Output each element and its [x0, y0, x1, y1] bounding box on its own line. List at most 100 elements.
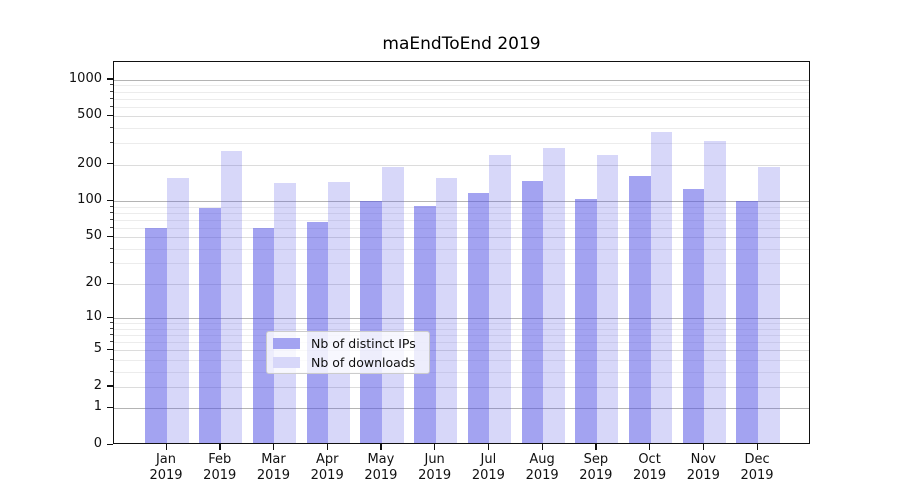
gridline-major — [114, 318, 809, 320]
y-tick-mark — [107, 406, 113, 409]
y-tick-mark — [107, 282, 113, 284]
y-minor-tick-mark — [109, 97, 113, 99]
x-tick-mark — [487, 444, 490, 450]
y-tick-label: 5 — [93, 341, 102, 357]
x-tick-label: Sep 2019 — [579, 452, 613, 483]
x-tick-label: Dec 2019 — [740, 452, 774, 483]
bar-downloads — [220, 150, 243, 443]
y-tick-mark — [107, 235, 113, 237]
y-tick-mark — [107, 348, 113, 351]
bar-distinct-ips — [628, 176, 651, 443]
gridline-major — [114, 350, 809, 352]
gridline-minor — [114, 248, 809, 250]
y-tick-label: 0 — [93, 436, 102, 451]
gridline-major — [114, 79, 809, 81]
bar-downloads — [596, 154, 619, 443]
legend-item-distinct-ips: Nb of distinct IPs — [273, 336, 421, 351]
y-tick-label: 200 — [77, 155, 102, 171]
gridline-major — [114, 386, 809, 388]
x-tick-mark — [434, 444, 436, 450]
x-tick-mark — [326, 444, 328, 450]
bar-distinct-ips — [199, 207, 221, 443]
x-tick-label: Oct 2019 — [633, 452, 667, 483]
bar-downloads — [704, 141, 726, 443]
gridline-minor — [114, 98, 809, 100]
gridline-major — [114, 164, 809, 166]
y-minor-tick-mark — [109, 262, 113, 264]
y-minor-tick-mark — [109, 247, 113, 249]
x-tick-mark — [219, 444, 221, 450]
x-tick-label: Jun 2019 — [418, 452, 452, 483]
gridline-minor — [114, 227, 809, 229]
y-tick-mark — [107, 199, 113, 201]
gridline-minor — [114, 371, 809, 373]
x-tick-label: Feb 2019 — [203, 452, 237, 483]
grid-layer — [114, 62, 809, 443]
bar-downloads — [650, 132, 673, 443]
gridline-major — [114, 284, 809, 286]
x-tick-mark — [541, 444, 543, 450]
y-minor-tick-mark — [109, 327, 113, 329]
bar-distinct-ips — [145, 228, 167, 443]
y-minor-tick-mark — [109, 211, 113, 213]
y-tick-mark — [107, 114, 113, 117]
y-minor-tick-mark — [109, 105, 113, 107]
bar-layer — [114, 62, 809, 443]
x-tick-mark — [165, 444, 167, 450]
gridline-minor — [114, 143, 809, 145]
legend-swatch-distinct-ips — [273, 337, 300, 349]
bar-distinct-ips — [467, 193, 490, 443]
bar-downloads — [381, 167, 404, 443]
legend-label-downloads: Nb of downloads — [311, 354, 416, 370]
y-tick-mark — [107, 163, 113, 165]
bar-distinct-ips — [736, 200, 759, 443]
bar-distinct-ips — [252, 228, 275, 443]
x-tick-label: Mar 2019 — [256, 452, 290, 483]
gridline-minor — [114, 359, 809, 361]
y-minor-tick-mark — [109, 226, 113, 228]
y-minor-tick-mark — [109, 205, 113, 207]
y-tick-label: 1 — [93, 399, 102, 415]
y-minor-tick-mark — [109, 358, 113, 360]
gridline-minor — [114, 323, 809, 325]
y-tick-label: 1000 — [68, 70, 102, 86]
bar-downloads — [435, 177, 458, 443]
gridline-minor — [114, 206, 809, 208]
gridline-major — [114, 408, 809, 410]
bar-distinct-ips — [360, 200, 382, 443]
legend-swatch-downloads — [273, 356, 300, 368]
x-tick-mark — [649, 444, 651, 450]
y-minor-tick-mark — [109, 334, 113, 336]
x-tick-mark — [702, 444, 705, 450]
y-minor-tick-mark — [109, 142, 113, 144]
chart-title: maEndToEnd 2019 — [382, 34, 541, 54]
bar-distinct-ips — [521, 181, 544, 443]
x-tick-mark — [595, 444, 597, 450]
plot-area — [113, 61, 810, 444]
bar-downloads — [543, 147, 565, 443]
gridline-minor — [114, 263, 809, 265]
y-tick-label: 100 — [77, 192, 102, 208]
bar-distinct-ips — [575, 199, 597, 443]
y-tick-label: 2 — [93, 377, 102, 393]
y-minor-tick-mark — [109, 127, 113, 129]
gridline-minor — [114, 342, 809, 344]
y-minor-tick-mark — [109, 370, 113, 372]
bar-downloads — [167, 177, 189, 443]
y-minor-tick-mark — [109, 218, 113, 220]
x-tick-label: Aug 2019 — [525, 452, 559, 483]
y-tick-label: 10 — [85, 309, 102, 325]
y-tick-label: 500 — [77, 107, 102, 123]
x-tick-label: Jan 2019 — [149, 452, 183, 483]
y-tick-mark — [107, 385, 113, 387]
y-tick-mark — [107, 316, 113, 319]
y-tick-mark — [107, 78, 113, 80]
gridline-minor — [114, 328, 809, 330]
y-tick-label: 20 — [85, 275, 102, 291]
gridline-major — [114, 116, 809, 118]
gridline-minor — [114, 219, 809, 221]
legend-label-distinct-ips: Nb of distinct IPs — [311, 335, 416, 351]
bar-distinct-ips — [682, 188, 705, 443]
legend: Nb of distinct IPs Nb of downloads — [266, 331, 430, 374]
bar-downloads — [328, 182, 350, 443]
